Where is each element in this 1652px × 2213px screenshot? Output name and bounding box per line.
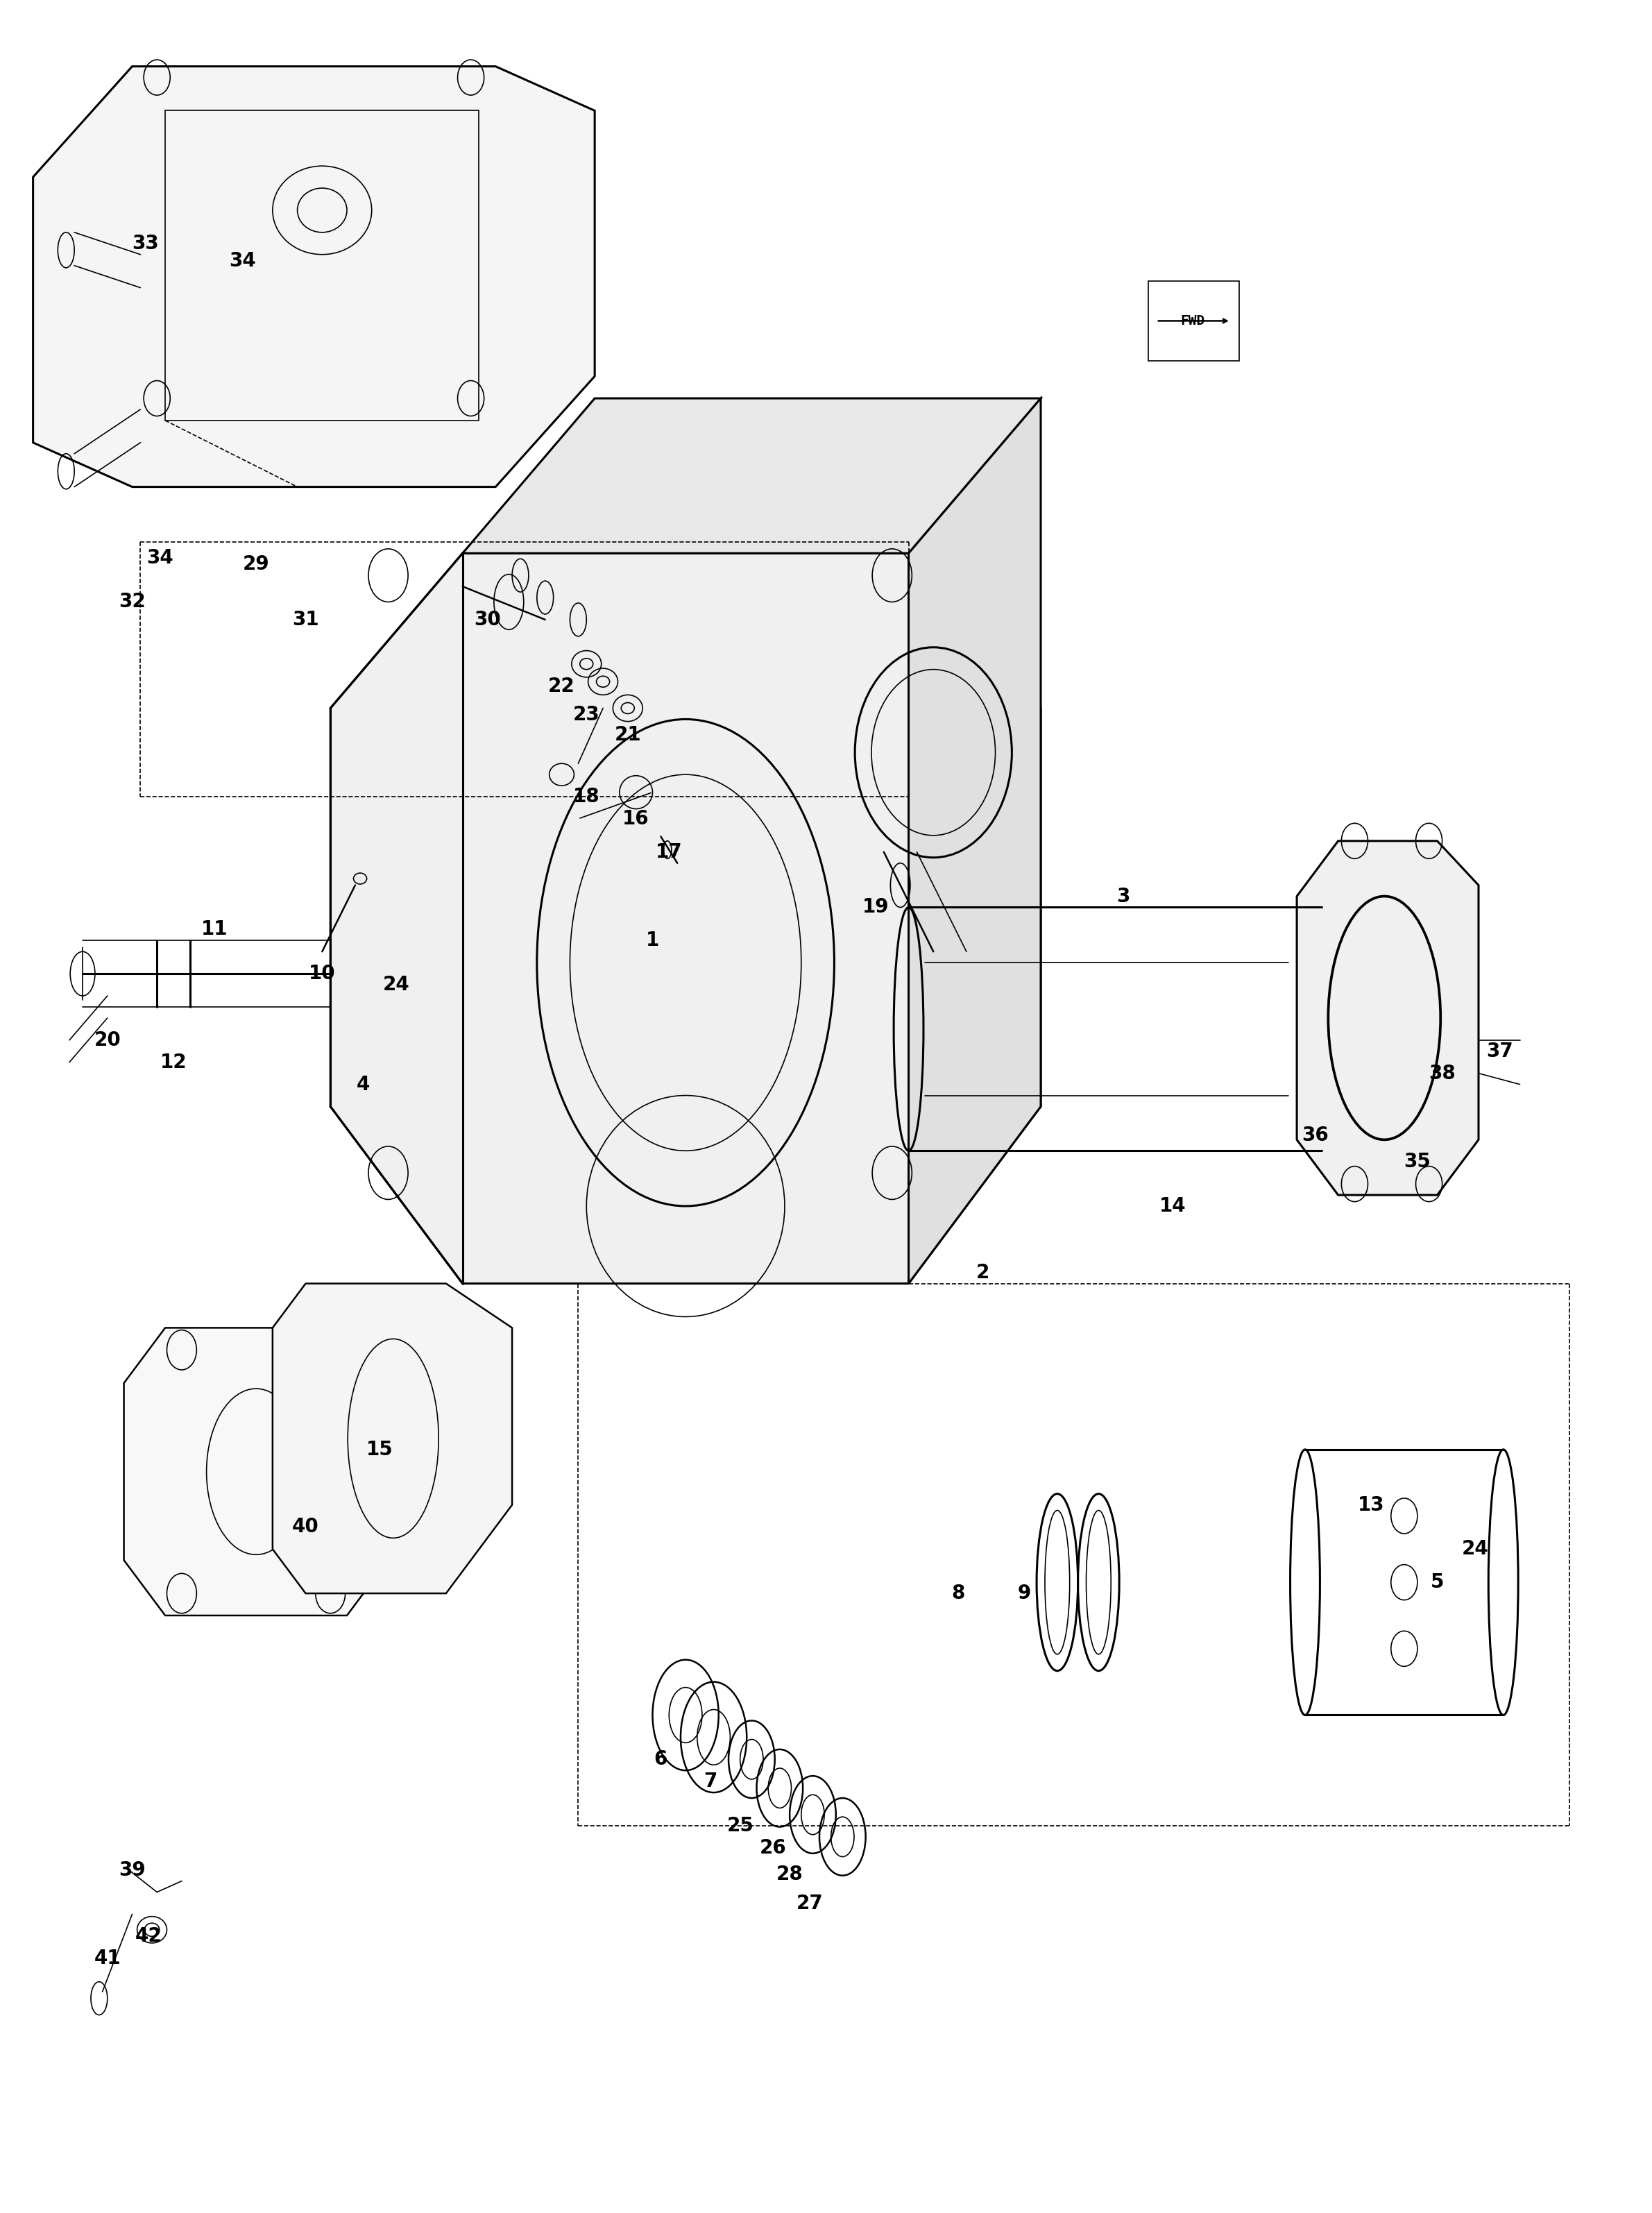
Text: 13: 13 bbox=[1358, 1496, 1384, 1514]
Text: 28: 28 bbox=[776, 1866, 803, 1883]
Text: 41: 41 bbox=[94, 1950, 121, 1967]
Polygon shape bbox=[33, 66, 595, 487]
Text: 7: 7 bbox=[704, 1773, 717, 1790]
Text: 42: 42 bbox=[135, 1928, 162, 1945]
Text: 6: 6 bbox=[654, 1750, 667, 1768]
Text: 15: 15 bbox=[367, 1441, 393, 1458]
Text: 33: 33 bbox=[132, 235, 159, 252]
Text: 19: 19 bbox=[862, 898, 889, 916]
Bar bbox=[1148, 281, 1239, 361]
Text: 16: 16 bbox=[623, 810, 649, 828]
Text: 4: 4 bbox=[357, 1076, 370, 1093]
Polygon shape bbox=[124, 1328, 388, 1615]
Text: 24: 24 bbox=[383, 976, 410, 994]
Text: 29: 29 bbox=[243, 555, 269, 573]
Polygon shape bbox=[330, 553, 1041, 1284]
Polygon shape bbox=[273, 1284, 512, 1593]
Text: 12: 12 bbox=[160, 1053, 187, 1071]
Text: 24: 24 bbox=[1462, 1540, 1488, 1558]
Text: 8: 8 bbox=[952, 1585, 965, 1602]
Text: 36: 36 bbox=[1302, 1126, 1328, 1144]
Text: 35: 35 bbox=[1404, 1153, 1431, 1171]
Text: 34: 34 bbox=[147, 549, 173, 567]
Polygon shape bbox=[463, 398, 1041, 553]
Text: 23: 23 bbox=[573, 706, 600, 724]
Text: 37: 37 bbox=[1487, 1042, 1513, 1060]
Text: 21: 21 bbox=[615, 726, 641, 744]
Text: 30: 30 bbox=[474, 611, 501, 628]
Text: 17: 17 bbox=[656, 843, 682, 861]
Polygon shape bbox=[1297, 841, 1479, 1195]
Text: 14: 14 bbox=[1160, 1197, 1186, 1215]
Text: 3: 3 bbox=[1117, 887, 1130, 905]
Text: 27: 27 bbox=[796, 1894, 823, 1912]
Text: 20: 20 bbox=[94, 1031, 121, 1049]
Text: FWD: FWD bbox=[1181, 314, 1204, 328]
Text: 34: 34 bbox=[230, 252, 256, 270]
Text: 22: 22 bbox=[548, 677, 575, 695]
Bar bbox=[165, 111, 479, 420]
Text: 25: 25 bbox=[727, 1817, 753, 1835]
Polygon shape bbox=[909, 398, 1041, 1284]
Text: 10: 10 bbox=[309, 965, 335, 983]
Text: 9: 9 bbox=[1018, 1585, 1031, 1602]
Text: 11: 11 bbox=[202, 921, 228, 938]
Text: 5: 5 bbox=[1431, 1573, 1444, 1591]
Text: 18: 18 bbox=[573, 788, 600, 806]
Text: 31: 31 bbox=[292, 611, 319, 628]
Text: 2: 2 bbox=[976, 1264, 990, 1281]
Text: 1: 1 bbox=[646, 932, 659, 949]
Text: 40: 40 bbox=[292, 1518, 319, 1536]
Text: 38: 38 bbox=[1429, 1064, 1455, 1082]
Text: 39: 39 bbox=[119, 1861, 145, 1879]
Text: 32: 32 bbox=[119, 593, 145, 611]
Text: 26: 26 bbox=[760, 1839, 786, 1857]
